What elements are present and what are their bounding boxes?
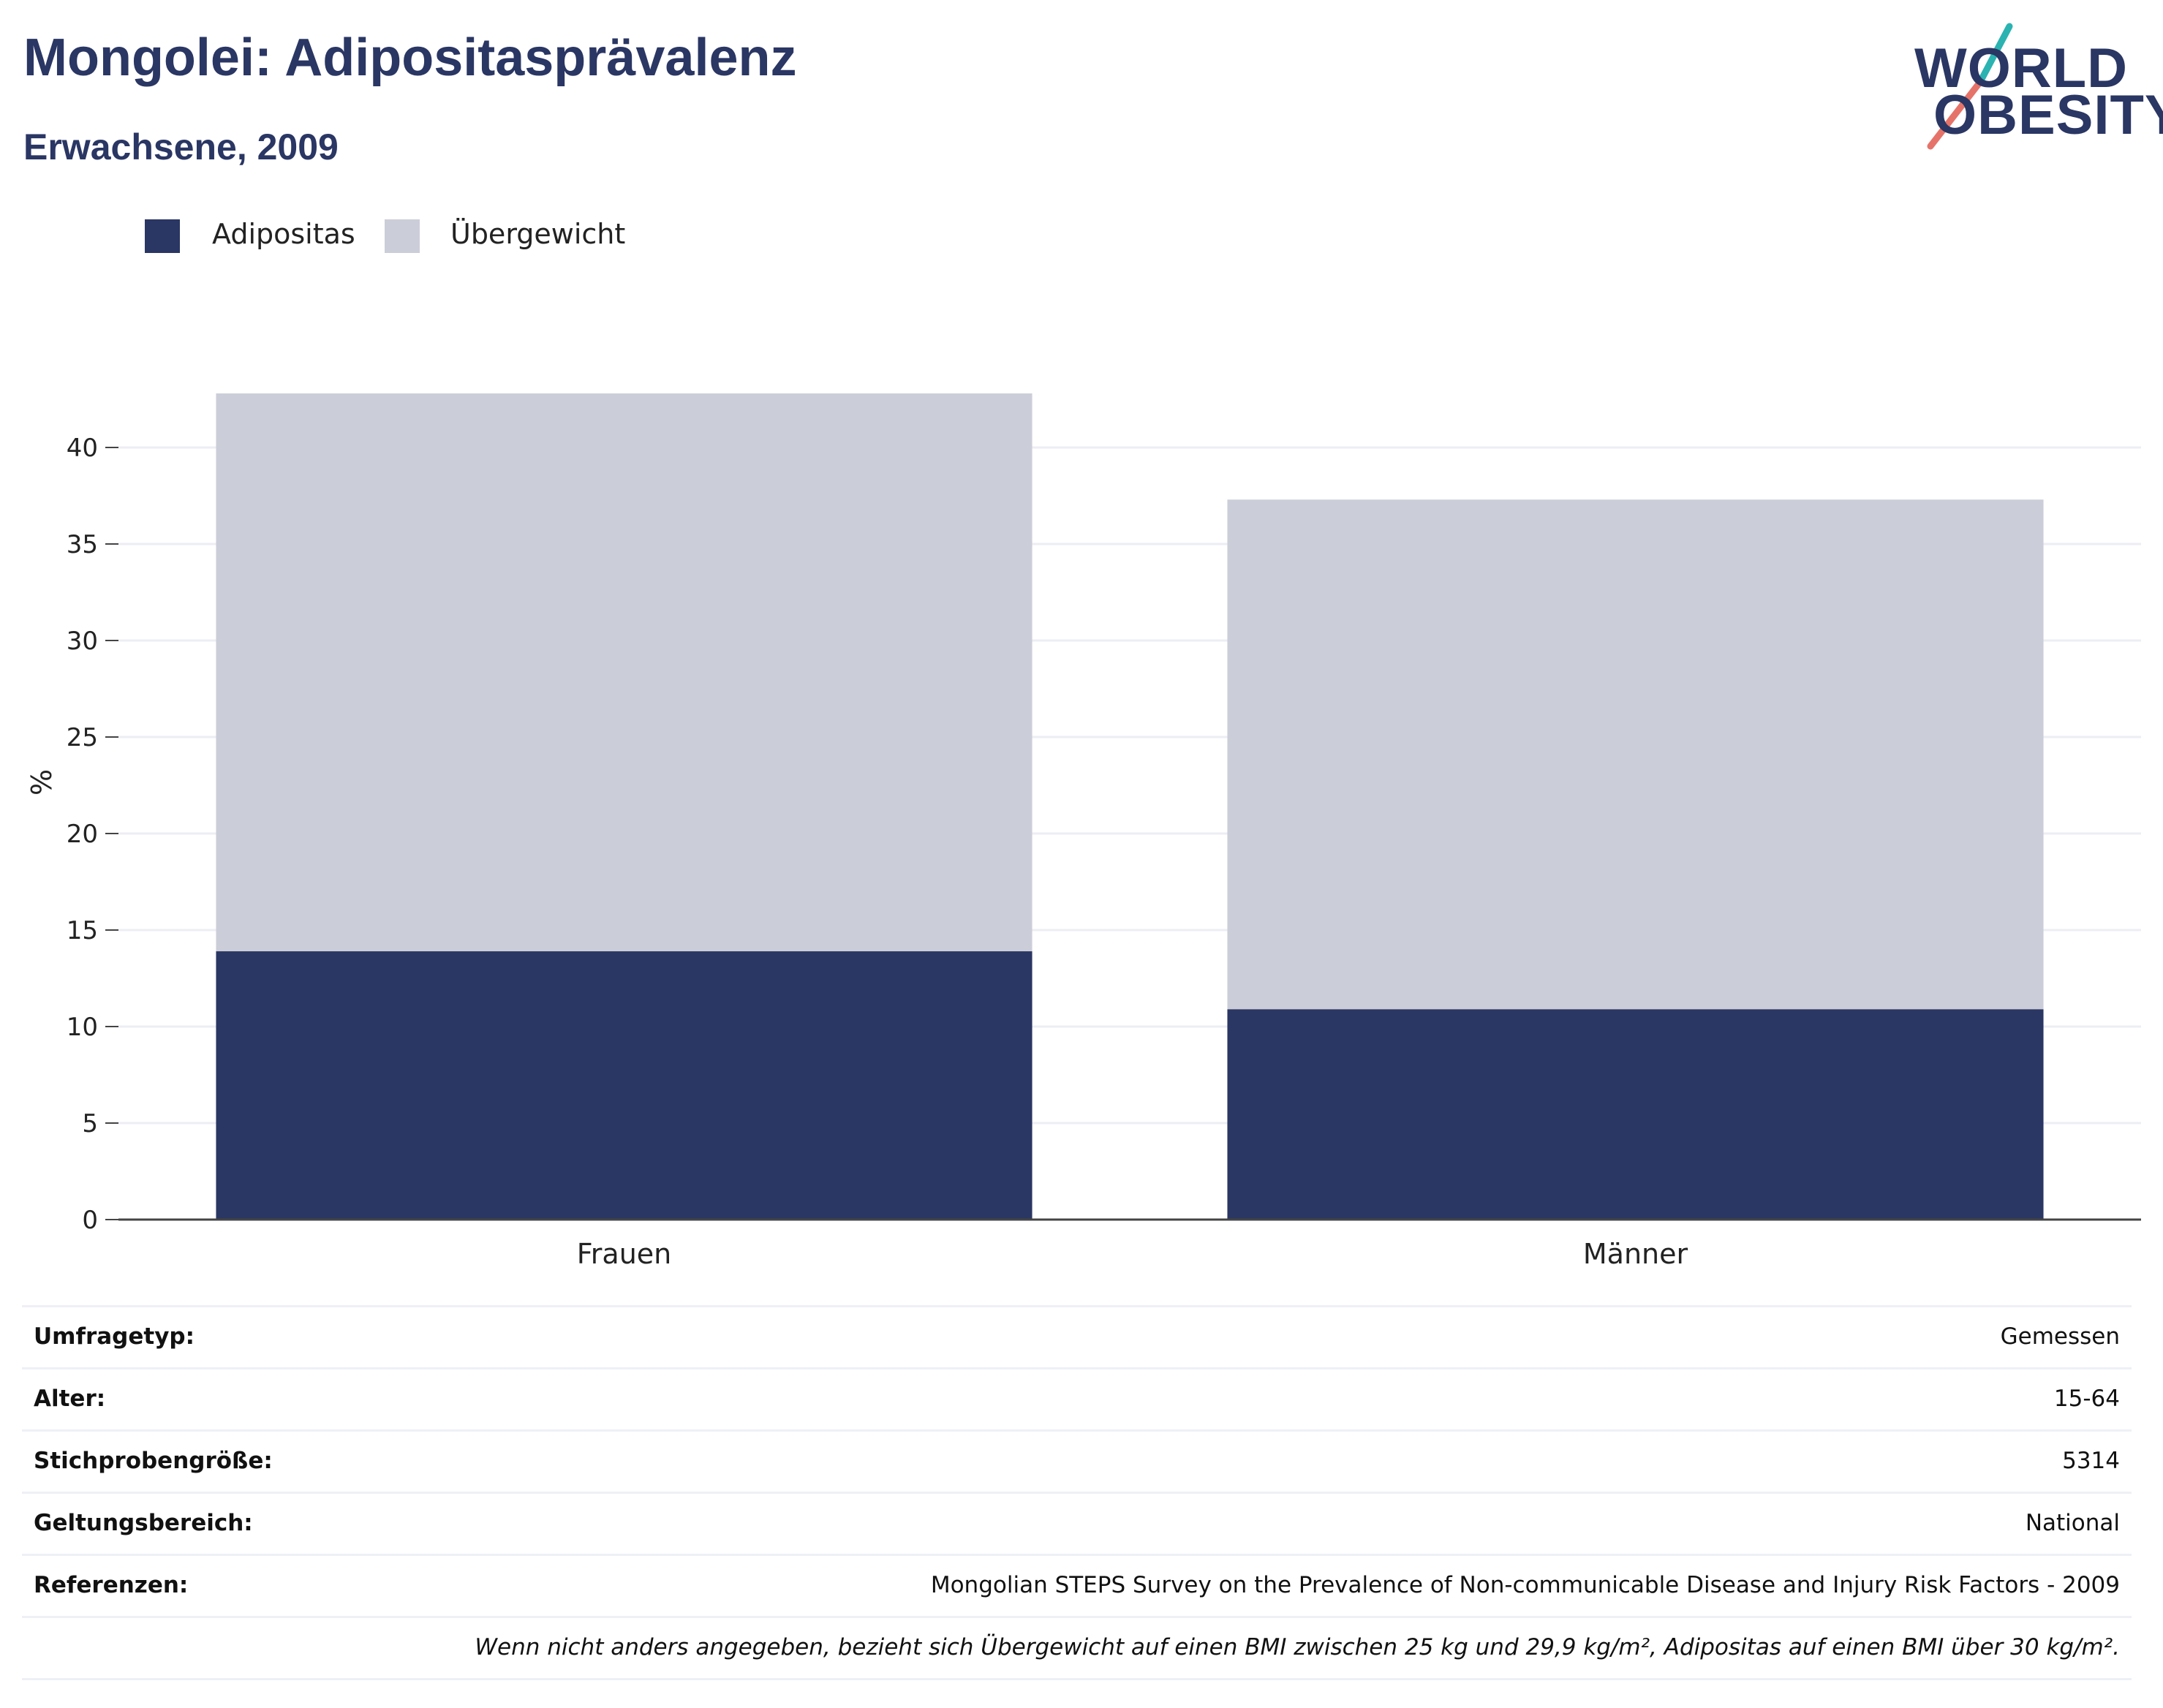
- bar-segment-adipositas-0: [216, 951, 1033, 1220]
- info-row-alter: Alter: 15-64: [22, 1367, 2132, 1429]
- logo-line-2: OBESITY: [1933, 84, 2163, 146]
- x-category-label: Frauen: [577, 1238, 672, 1270]
- bar-segment-uebergewicht-0: [216, 393, 1033, 952]
- info-value: 15-64: [2053, 1386, 2120, 1412]
- y-tick-label: 35: [67, 530, 98, 559]
- page-title: Mongolei: Adipositasprävalenz: [23, 29, 797, 87]
- y-tick-label: 15: [67, 916, 98, 945]
- legend-label-uebergewicht: Übergewicht: [450, 218, 626, 250]
- info-row-referenzen: Referenzen: Mongolian STEPS Survey on th…: [22, 1554, 2132, 1616]
- info-key: Umfragetyp:: [34, 1323, 195, 1350]
- stacked-bar-chart: 0 5 10 15 20 25 30 35 40% Frauen Männer: [26, 393, 2141, 1270]
- info-key: Stichprobengröße:: [34, 1448, 273, 1474]
- y-tick-label: 5: [82, 1109, 98, 1138]
- survey-info-table: Umfragetyp: Gemessen Alter: 15-64 Stichp…: [22, 1305, 2132, 1680]
- legend-swatch-adipositas: [145, 219, 180, 253]
- y-tick-label: 25: [67, 723, 98, 752]
- definition-note: Wenn nicht anders angegeben, bezieht sic…: [475, 1634, 2120, 1660]
- y-axis-title: %: [26, 769, 58, 796]
- info-row-stichprobe: Stichprobengröße: 5314: [22, 1429, 2132, 1492]
- info-row-note: Wenn nicht anders angegeben, bezieht sic…: [22, 1616, 2132, 1680]
- world-obesity-logo: WORLD OBESITY: [1901, 20, 2163, 152]
- info-value: National: [2025, 1510, 2120, 1536]
- info-key: Referenzen:: [34, 1572, 189, 1598]
- legend-label-adipositas: Adipositas: [212, 218, 355, 250]
- info-key: Alter:: [34, 1386, 106, 1412]
- y-tick-label: 10: [67, 1013, 98, 1042]
- x-category-label: Männer: [1583, 1238, 1688, 1270]
- y-tick-label: 20: [67, 820, 98, 849]
- info-row-geltungsbereich: Geltungsbereich: National: [22, 1492, 2132, 1554]
- info-value: Gemessen: [2000, 1323, 2120, 1350]
- logo-slash-icon: [1927, 23, 2013, 150]
- bar-segment-adipositas-1: [1227, 1009, 2044, 1220]
- logo-line-1: WORLD: [1914, 37, 2129, 99]
- legend-swatch-uebergewicht: [385, 219, 420, 253]
- info-key: Geltungsbereich:: [34, 1510, 253, 1536]
- y-tick-label: 40: [67, 434, 98, 463]
- y-tick-label: 30: [67, 627, 98, 656]
- page-subtitle: Erwachsene, 2009: [23, 126, 339, 167]
- info-row-umfragetyp: Umfragetyp: Gemessen: [22, 1305, 2132, 1367]
- info-value: 5314: [2062, 1448, 2120, 1474]
- y-tick-label: 0: [82, 1206, 98, 1235]
- info-value: Mongolian STEPS Survey on the Prevalence…: [930, 1572, 2120, 1598]
- bar-segment-uebergewicht-1: [1227, 499, 2044, 1010]
